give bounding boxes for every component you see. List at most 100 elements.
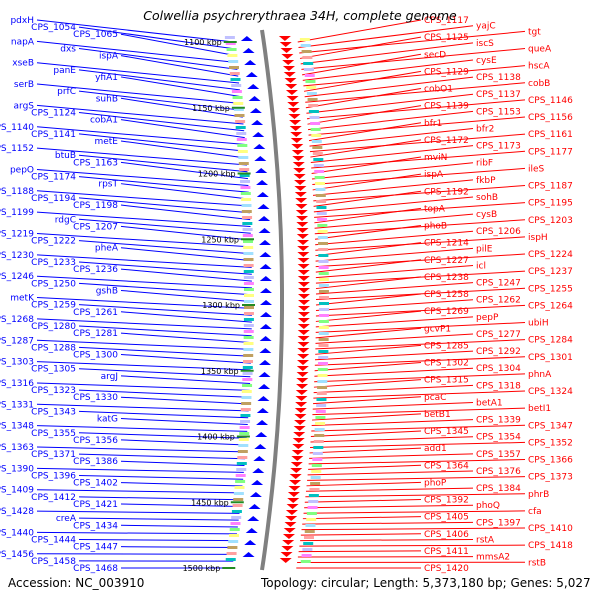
- reverse-gene-arrow: [255, 168, 268, 173]
- forward-feature-block: [302, 548, 313, 551]
- gene-label: CPS_1125: [424, 33, 469, 43]
- callout-line: [120, 482, 243, 487]
- callout-line: [36, 553, 235, 555]
- forward-feature-block: [318, 362, 329, 365]
- gene-label: CPS_1366: [528, 456, 573, 466]
- gene-label: CPS_1444: [31, 536, 76, 546]
- forward-feature-block: [314, 428, 325, 431]
- reverse-gene-arrow: [259, 240, 272, 245]
- forward-gene-arrow: [293, 426, 306, 431]
- forward-gene-arrow: [281, 546, 294, 551]
- gene-label: CPS_1141: [31, 130, 76, 140]
- gene-label: CPS_1277: [476, 330, 521, 340]
- reverse-feature-block: [243, 306, 254, 309]
- reverse-gene-arrow: [245, 528, 258, 533]
- gene-label: CPS_1315: [424, 376, 469, 386]
- reverse-feature-block: [241, 204, 252, 207]
- reverse-feature-block: [243, 276, 254, 279]
- reverse-feature-block: [243, 264, 254, 267]
- callout-line: [120, 332, 252, 344]
- reverse-feature-block: [226, 552, 237, 555]
- reverse-feature-block: [243, 288, 254, 291]
- forward-gene-arrow: [295, 210, 308, 215]
- gene-label: CPS_1199: [0, 208, 34, 218]
- forward-gene-arrow: [282, 60, 295, 65]
- callout-line: [36, 361, 251, 371]
- reverse-feature-block: [232, 96, 243, 99]
- right-gene-labels: CPS_1117 yajC tgt CPS_1125 iscS queA secD cysE h…: [424, 16, 573, 574]
- reverse-feature-block: [230, 78, 241, 81]
- reverse-feature-block: [242, 384, 253, 387]
- callout-line: [315, 293, 422, 306]
- forward-feature-block: [314, 176, 325, 179]
- reverse-gene-arrow: [245, 72, 258, 77]
- reverse-feature-block: [240, 186, 251, 189]
- forward-gene-arrow: [279, 42, 292, 47]
- reverse-gene-arrow: [244, 540, 257, 545]
- forward-gene-arrow: [297, 330, 310, 335]
- callout-line: [302, 53, 422, 76]
- callout-line: [120, 418, 248, 426]
- gene-label: bfr1: [424, 119, 442, 129]
- callout-line: [312, 167, 526, 185]
- forward-gene-arrow: [297, 264, 310, 269]
- callout-line: [36, 339, 252, 350]
- reverse-gene-arrow: [251, 480, 264, 485]
- callout-line: [78, 539, 237, 542]
- gene-label: CPS_1153: [476, 107, 521, 117]
- callout-line: [307, 470, 474, 476]
- gene-label: CPS_1397: [476, 518, 521, 528]
- gene-label: gcvP1: [424, 324, 451, 334]
- gene-label: mmsA2: [476, 553, 510, 563]
- callout-line: [299, 36, 422, 59]
- forward-feature-block: [307, 506, 318, 509]
- gene-label: CPS_1411: [424, 547, 469, 557]
- gene-label: betB1: [424, 410, 451, 420]
- reverse-feature-block: [225, 42, 236, 45]
- gene-label: cobO1: [424, 85, 453, 95]
- callout-line: [303, 510, 526, 514]
- forward-feature-block: [318, 260, 329, 263]
- reverse-feature-block: [233, 498, 244, 501]
- reverse-feature-block: [229, 72, 240, 75]
- reverse-feature-block: [241, 198, 252, 201]
- gene-label: phoQ: [476, 501, 500, 511]
- forward-gene-arrow: [290, 138, 303, 143]
- callout-line: [78, 474, 244, 480]
- reverse-feature-block: [236, 138, 247, 141]
- gene-label: tgt: [528, 27, 541, 37]
- gene-label: CPS_1161: [528, 130, 573, 140]
- forward-gene-arrow: [293, 168, 306, 173]
- callout-line: [36, 104, 244, 125]
- reverse-feature-block: [228, 60, 239, 63]
- callout-line: [312, 401, 474, 410]
- forward-feature-block: [308, 110, 319, 113]
- reverse-feature-block: [239, 168, 250, 171]
- callout-line: [310, 145, 474, 164]
- reverse-feature-block: [233, 108, 244, 111]
- gene-label: CPS_1238: [424, 273, 469, 283]
- gene-label: CPS_1301: [528, 353, 573, 363]
- callout-line: [309, 127, 474, 147]
- callout-line: [305, 487, 474, 492]
- callout-line: [314, 202, 526, 218]
- forward-gene-arrow: [297, 246, 310, 251]
- callout-line: [36, 147, 248, 166]
- reverse-feature-block: [243, 270, 254, 273]
- forward-gene-arrow: [291, 144, 304, 149]
- forward-feature-block: [306, 86, 317, 89]
- forward-gene-arrow: [291, 456, 304, 461]
- reverse-feature-block: [232, 504, 243, 507]
- forward-feature-block: [299, 38, 310, 41]
- gene-label: prfC: [57, 87, 76, 97]
- forward-feature-block: [315, 194, 326, 197]
- reverse-feature-block: [235, 126, 246, 129]
- callout-line: [310, 441, 526, 448]
- gene-label: yfiA1: [95, 73, 118, 83]
- reverse-feature-block: [242, 234, 253, 237]
- gene-label: CPS_1287: [0, 336, 34, 346]
- forward-gene-arrow: [295, 198, 308, 203]
- forward-feature-block: [317, 386, 328, 389]
- accession-text: Accession: NC_003910: [8, 576, 145, 590]
- reverse-gene-arrow: [258, 228, 271, 233]
